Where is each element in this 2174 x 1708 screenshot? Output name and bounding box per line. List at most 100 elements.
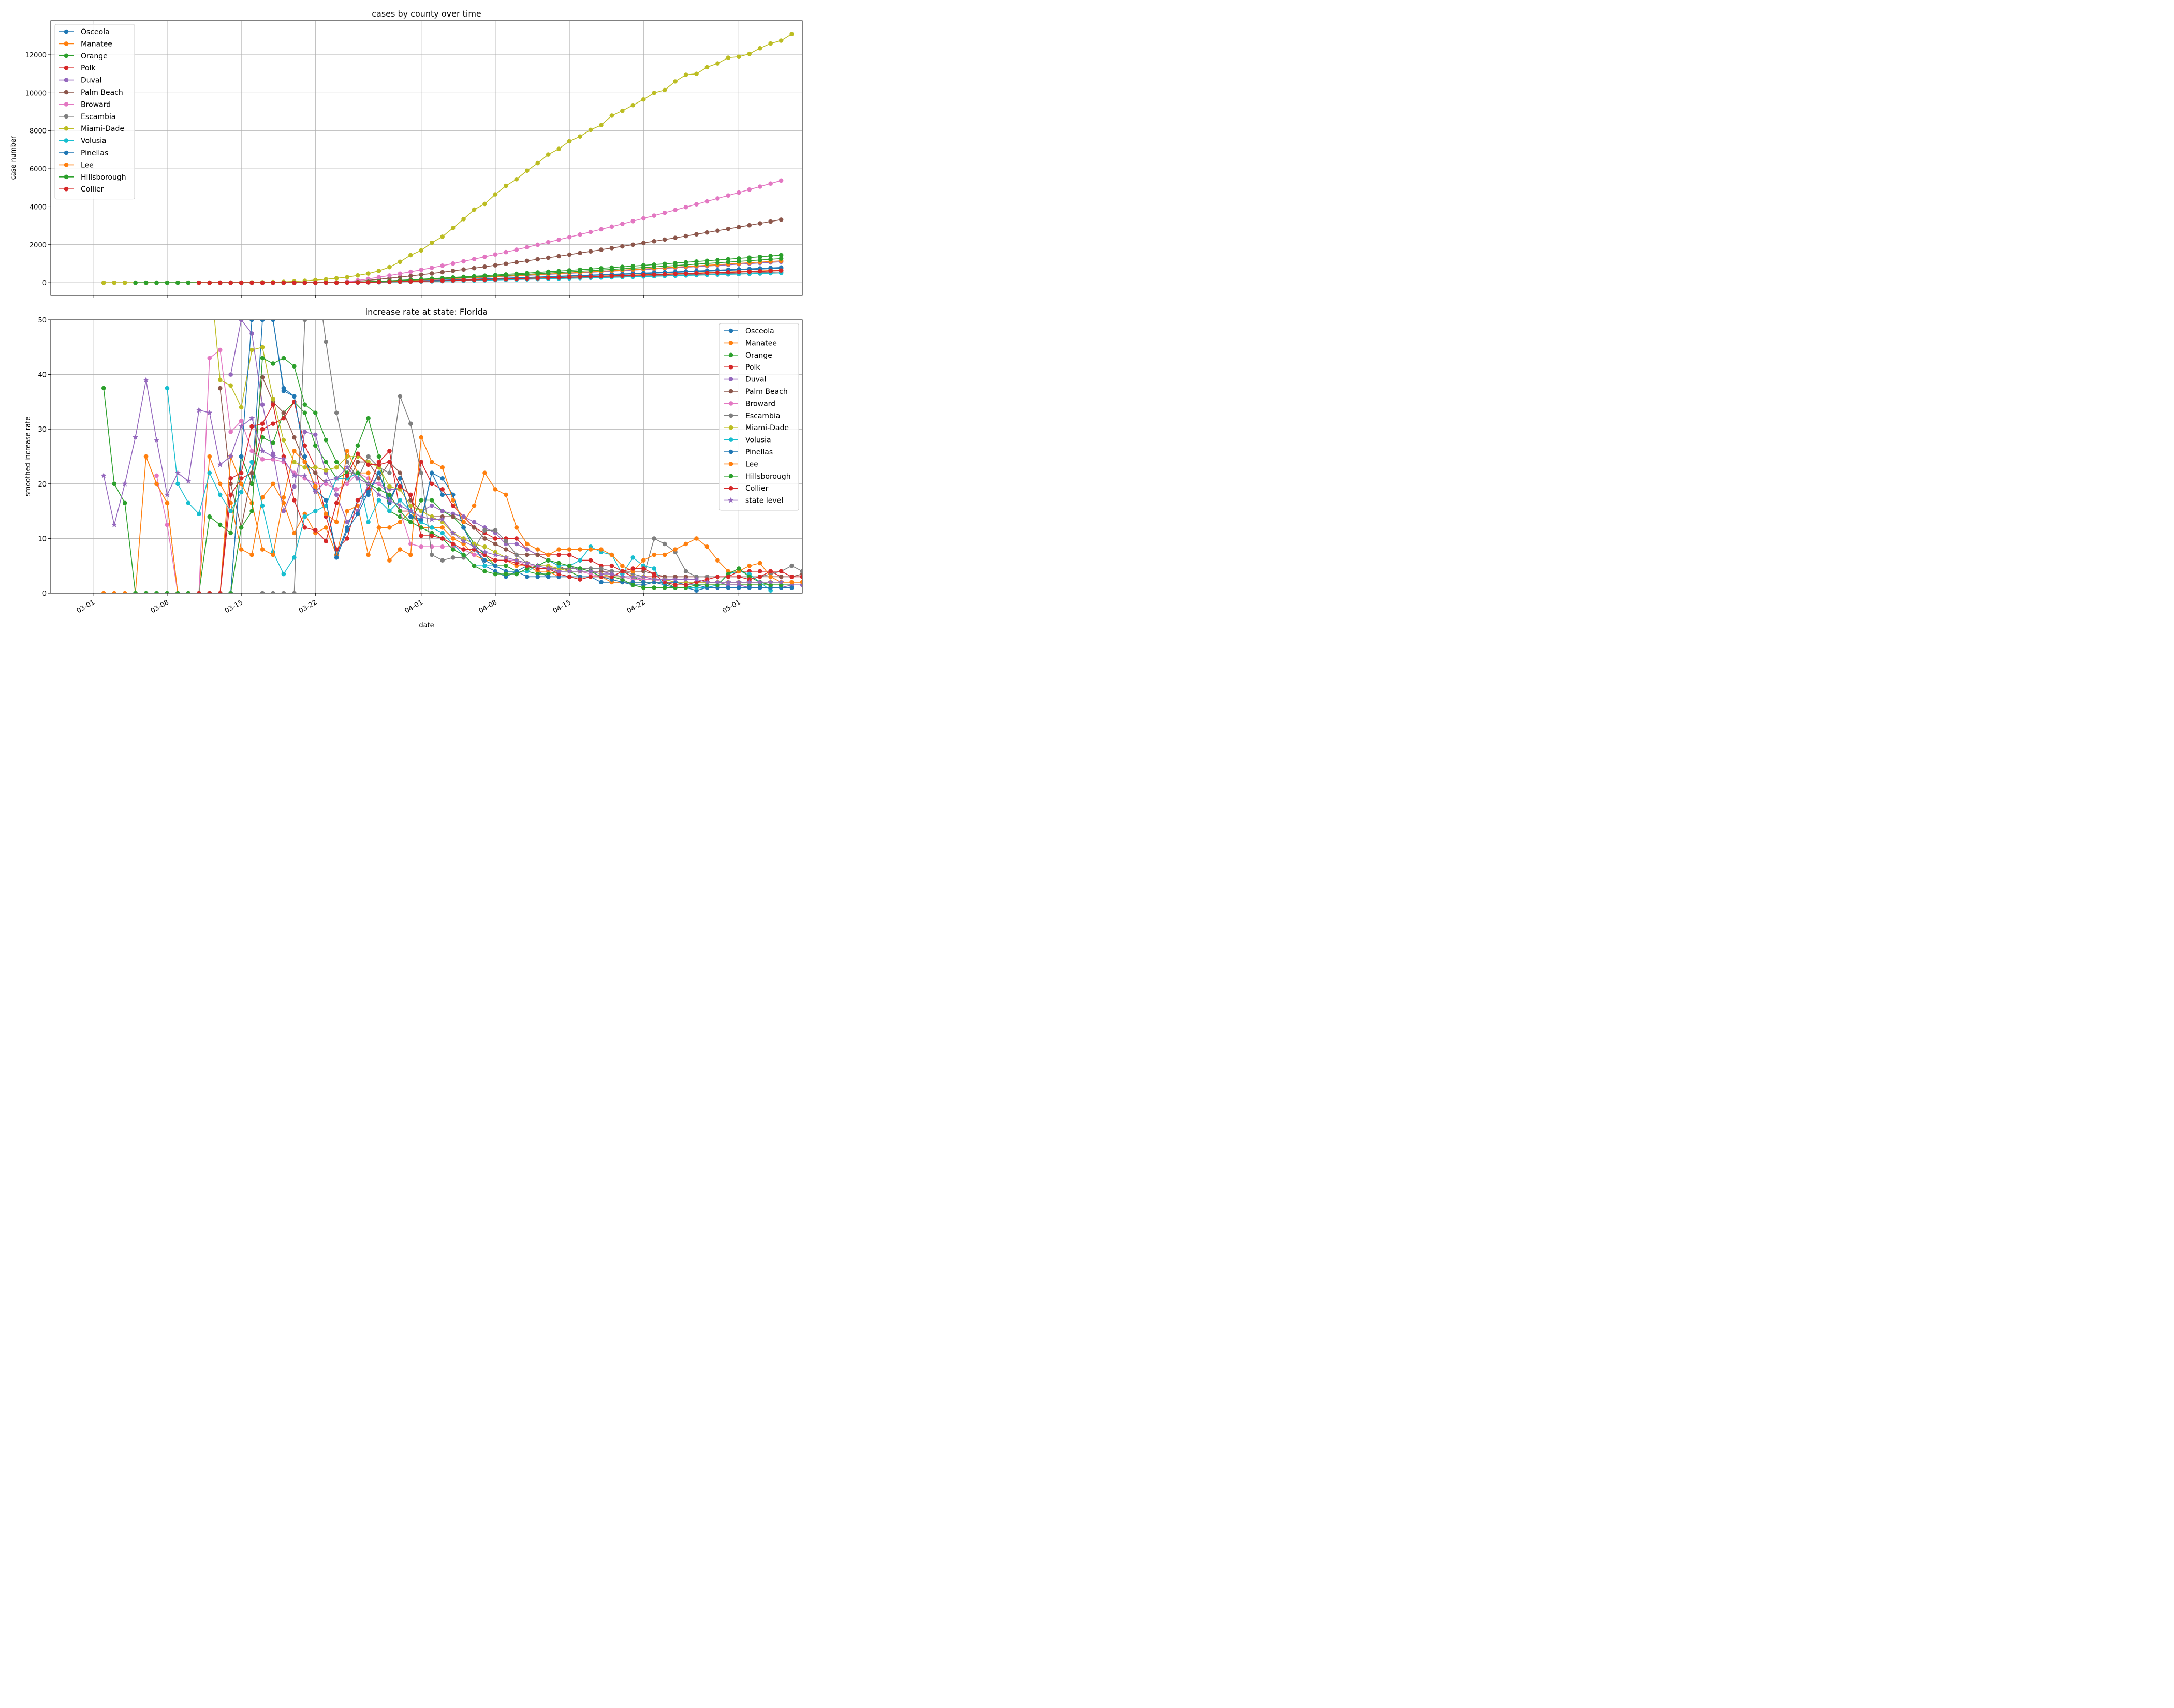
rate-legend-swatch-marker <box>728 497 734 503</box>
rate-point-collier <box>778 569 784 574</box>
cases-point-collier <box>292 280 297 285</box>
rate-point-pinellas <box>789 585 794 590</box>
rate-point-lee <box>578 547 582 552</box>
cases-point-palm-beach <box>440 270 445 275</box>
cases-legend: Osceola Manatee Orange Polk Duval Palm Beach B… <box>54 24 135 200</box>
rate-point-volusia <box>228 509 233 513</box>
rate-legend-swatch-marker <box>728 437 733 442</box>
cases-point-collier <box>355 280 360 285</box>
rate-point-polk <box>567 552 572 557</box>
rate-point-lee <box>313 484 318 489</box>
rate-point-state-level <box>217 461 224 467</box>
rate-point-duval <box>260 402 265 407</box>
cases-legend-item-collier: Collier <box>59 185 104 194</box>
cases-point-palm-beach <box>472 266 477 271</box>
rate-point-escambia <box>514 552 519 557</box>
rate-point-hillsborough <box>165 591 170 593</box>
cases-point-hillsborough <box>652 264 656 269</box>
rate-point-orange <box>217 522 223 527</box>
rate-legend-label: Manatee <box>745 339 777 347</box>
cases-legend-item-osceola: Osceola <box>59 28 110 36</box>
rate-point-state-level <box>757 579 763 585</box>
rate-point-pinellas <box>302 454 307 459</box>
rate-point-lee <box>143 454 149 459</box>
rate-point-miami-dade <box>228 383 233 388</box>
cases-point-broward <box>778 178 784 183</box>
rate-point-miami-dade <box>419 509 424 513</box>
cases-point-hillsborough <box>186 280 191 285</box>
rate-legend: Osceola Manatee Orange Polk Duval Palm Beach B… <box>719 323 799 511</box>
rate-point-pinellas <box>345 528 349 533</box>
cases-point-broward <box>504 249 508 255</box>
cases-legend-swatch-marker <box>64 102 69 107</box>
rate-legend-label: Osceola <box>745 327 774 335</box>
rate-point-orange <box>249 481 254 487</box>
cases-point-hillsborough <box>535 271 540 276</box>
rate-point-pinellas <box>281 386 286 391</box>
rate-point-lee <box>652 552 656 557</box>
cases-point-broward <box>556 237 561 242</box>
rate-point-orange <box>122 500 127 506</box>
cases-legend-label: Escambia <box>81 113 115 121</box>
rate-point-hillsborough <box>546 558 551 563</box>
cases-point-palm-beach <box>662 237 667 242</box>
rate-point-escambia <box>683 569 688 574</box>
cases-point-broward <box>472 257 477 261</box>
cases-point-broward <box>524 245 530 250</box>
rate-point-manatee <box>260 495 265 500</box>
rate-point-escambia <box>292 591 297 593</box>
rate-point-volusia <box>482 563 487 568</box>
cases-point-miami-dade <box>588 127 593 132</box>
rate-point-duval <box>472 520 477 525</box>
cases-point-collier <box>504 276 508 282</box>
rate-point-pinellas <box>398 476 403 481</box>
cases-point-broward <box>450 261 456 266</box>
rate-point-state-level <box>375 491 382 497</box>
cases-point-miami-dade <box>715 61 720 66</box>
rate-point-hillsborough <box>302 402 307 407</box>
rate-point-volusia <box>398 498 403 503</box>
rate-legend-swatch-marker <box>728 352 733 358</box>
cases-point-miami-dade <box>609 113 614 118</box>
rate-point-collier <box>239 470 244 475</box>
rate-legend-item-pinellas: Pinellas <box>724 448 773 457</box>
rate-point-escambia <box>366 454 371 459</box>
rate-point-polk <box>514 536 519 541</box>
cases-y-axis-label: case number <box>10 136 18 180</box>
cases-axes-frame <box>50 20 803 296</box>
rate-point-collier <box>726 575 731 579</box>
cases-point-palm-beach <box>450 269 456 273</box>
cases-point-miami-dade <box>757 46 762 51</box>
rate-point-state-level <box>609 570 615 577</box>
cases-point-palm-beach <box>599 247 604 252</box>
rate-point-manatee <box>345 509 349 513</box>
rate-point-polk <box>588 558 593 563</box>
rate-point-lee <box>609 552 614 557</box>
rate-point-palm-beach <box>504 547 508 552</box>
rate-point-hillsborough <box>376 487 381 492</box>
cases-point-collier <box>704 271 710 275</box>
cases-point-collier <box>620 273 625 278</box>
cases-point-broward <box>482 254 487 259</box>
rate-point-volusia <box>630 555 636 560</box>
cases-y-tick-label: 12000 <box>25 52 47 60</box>
rate-point-state-level <box>174 469 181 476</box>
cases-legend-label: Hillsborough <box>81 173 126 182</box>
rate-legend-label: Duval <box>745 376 766 384</box>
rate-point-pinellas <box>440 492 445 497</box>
rate-point-orange <box>355 443 360 448</box>
rate-y-tick-label: 40 <box>38 372 47 379</box>
rate-point-state-level <box>407 508 414 514</box>
cases-y-tick-label: 4000 <box>30 203 47 211</box>
rate-point-hillsborough <box>292 364 297 369</box>
rate-point-manatee <box>324 525 329 530</box>
cases-point-miami-dade <box>450 226 456 230</box>
rate-point-miami-dade <box>217 377 223 382</box>
rate-point-volusia <box>376 498 381 503</box>
rate-point-broward <box>376 481 381 487</box>
rate-point-duval <box>524 547 530 552</box>
cases-point-miami-dade <box>408 253 413 258</box>
rate-legend-label: Broward <box>745 400 775 408</box>
rate-legend-swatch-marker <box>728 462 733 466</box>
rate-point-broward <box>239 419 244 423</box>
